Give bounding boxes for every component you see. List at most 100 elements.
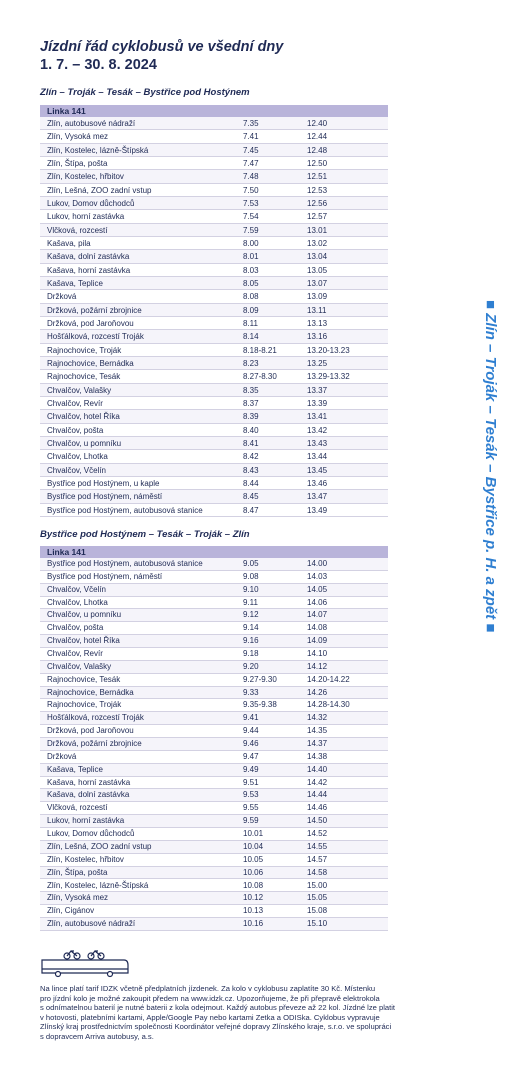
table-row: Chvalčov, Včelín 9.10 14.05 — [40, 583, 388, 597]
departure-2: 13.46 — [307, 478, 328, 488]
table-row: Zlín, Vysoká mez 7.41 12.44 — [40, 130, 388, 144]
stop-name: Bystřice pod Hostýnem, náměstí — [47, 571, 163, 581]
stop-name: Rajnochovice, Bernádka — [47, 687, 134, 697]
stop-name: Chvalčov, Včelín — [47, 465, 106, 475]
table-header: Linka 141 — [40, 546, 388, 558]
departure-1: 9.18 — [243, 649, 259, 659]
stop-name: Držková — [47, 751, 77, 761]
departure-2: 13.05 — [307, 265, 328, 275]
table-row: Zlín, Lešná, ZOO zadní vstup 7.50 12.53 — [40, 183, 388, 197]
departure-2: 13.01 — [307, 225, 328, 235]
departure-1: 8.40 — [243, 425, 259, 435]
stop-name: Chvalčov, Valašky — [47, 385, 112, 395]
departure-1: 7.48 — [243, 172, 259, 182]
departure-2: 13.29-13.32 — [307, 372, 350, 382]
table-row: Zlín, Štípa, pošta 10.06 14.58 — [40, 866, 388, 880]
departure-1: 7.59 — [243, 225, 259, 235]
table-row: Rajnochovice, Troják 8.18-8.21 13.20-13.23 — [40, 343, 388, 357]
departure-1: 7.54 — [243, 212, 259, 222]
section-title: Zlín – Troják – Tesák – Bystřice pod Hos… — [40, 87, 250, 98]
table-header: Linka 141 — [40, 105, 388, 117]
departure-1: 9.12 — [243, 610, 259, 620]
table-row: Chvalčov, hotel Říka 9.16 14.09 — [40, 635, 388, 649]
departure-2: 13.20-13.23 — [307, 345, 350, 355]
table-row: Chvalčov, u pomníku 9.12 14.07 — [40, 609, 388, 623]
departure-2: 14.46 — [307, 803, 328, 813]
departure-2: 13.16 — [307, 332, 328, 342]
note-line: Na lince platí tarif IDZK včetně předpla… — [40, 984, 376, 993]
departure-2: 15.00 — [307, 880, 328, 890]
side-banner: ■ Zlín – Troják – Tesák – Bystřice p. H.… — [478, 300, 502, 690]
departure-1: 8.35 — [243, 385, 259, 395]
table-row: Bystřice pod Hostýnem, autobusová stanic… — [40, 558, 388, 571]
stop-name: Hošťálková, rozcestí Troják — [47, 713, 144, 723]
departure-2: 14.26 — [307, 687, 328, 697]
stop-name: Chvalčov, hotel Říka — [47, 412, 120, 422]
departure-2: 13.41 — [307, 412, 328, 422]
note-line: Zlínský kraj prostřednictvím společnosti… — [40, 1022, 392, 1032]
table-row: Držková 8.08 13.09 — [40, 290, 388, 304]
stop-name: Rajnochovice, Troják — [47, 700, 122, 710]
departure-1: 9.49 — [243, 764, 259, 774]
table-row: Chvalčov, Revír 8.37 13.39 — [40, 396, 388, 411]
table-row: Zlín, Kostelec, hřbitov 10.05 14.57 — [40, 853, 388, 867]
departure-1: 8.27-8.30 — [243, 372, 277, 382]
departure-2: 14.05 — [307, 584, 328, 594]
table-row: Rajnochovice, Bernádka 8.23 13.25 — [40, 356, 388, 371]
footnote: Na lince platí tarif IDZK včetně předpla… — [40, 984, 395, 1042]
departure-2: 13.47 — [307, 492, 328, 502]
departure-2: 12.53 — [307, 185, 328, 195]
departure-1: 9.27-9.30 — [243, 674, 277, 684]
bus-icon — [41, 950, 129, 978]
stop-name: Zlín, autobusové nádraží — [47, 119, 136, 128]
departure-1: 9.35-9.38 — [243, 700, 277, 710]
departure-2: 12.56 — [307, 198, 328, 208]
table-row: Držková, požární zbrojnice 8.09 13.11 — [40, 303, 388, 317]
table-row: Lukov, Domov důchodců 7.53 12.56 — [40, 196, 388, 211]
departure-2: 13.02 — [307, 238, 328, 248]
stop-name: Zlín, Štípa, pošta — [47, 867, 108, 877]
stop-name: Chvalčov, Revír — [47, 649, 103, 659]
departure-2: 13.43 — [307, 438, 328, 448]
stop-name: Chvalčov, Revír — [47, 398, 103, 408]
departure-1: 10.16 — [243, 919, 264, 929]
departure-2: 14.42 — [307, 777, 328, 787]
departure-2: 13.04 — [307, 252, 328, 262]
side-label: ■ Zlín – Troják – Tesák – Bystřice p. H.… — [482, 300, 499, 633]
departure-1: 8.05 — [243, 278, 259, 288]
table-row: Chvalčov, hotel Říka 8.39 13.41 — [40, 410, 388, 424]
departure-2: 14.57 — [307, 854, 328, 864]
departure-2: 14.44 — [307, 790, 328, 800]
stop-name: Bystřice pod Hostýnem, autobusová stanic… — [47, 505, 203, 515]
departure-1: 9.47 — [243, 751, 259, 761]
departure-2: 14.32 — [307, 713, 328, 723]
departure-1: 10.01 — [243, 829, 264, 839]
stop-name: Chvalčov, pošta — [47, 623, 104, 633]
departure-1: 8.44 — [243, 478, 259, 488]
stop-name: Bystřice pod Hostýnem, náměstí — [47, 492, 163, 502]
departure-1: 8.00 — [243, 238, 259, 248]
stop-name: Lukov, Domov důchodců — [47, 198, 135, 208]
departure-1: 10.12 — [243, 893, 264, 903]
departure-2: 14.55 — [307, 841, 328, 851]
stop-name: Vlčková, rozcestí — [47, 803, 108, 813]
title: Jízdní řád cyklobusů ve všední dny — [40, 39, 284, 55]
departure-1: 10.06 — [243, 867, 264, 877]
departure-1: 10.04 — [243, 841, 264, 851]
stop-name: Vlčková, rozcestí — [47, 225, 108, 235]
departure-2: 12.40 — [307, 119, 328, 128]
table-row: Vlčková, rozcestí 9.55 14.46 — [40, 802, 388, 816]
departure-2: 14.09 — [307, 636, 328, 646]
table-row: Bystřice pod Hostýnem, náměstí 9.08 14.03 — [40, 570, 388, 584]
stop-name: Kašava, Teplice — [47, 278, 103, 288]
line-label: Linka 141 — [47, 106, 86, 116]
departure-2: 13.25 — [307, 358, 328, 368]
stop-name: Zlín, Vysoká mez — [47, 132, 109, 142]
departure-1: 8.08 — [243, 292, 259, 302]
stop-name: Zlín, Lešná, ZOO zadní vstup — [47, 185, 152, 195]
departure-2: 12.44 — [307, 132, 328, 142]
departure-1: 7.35 — [243, 119, 259, 128]
table-row: Lukov, horní zastávka 7.54 12.57 — [40, 210, 388, 224]
departure-1: 7.53 — [243, 198, 259, 208]
